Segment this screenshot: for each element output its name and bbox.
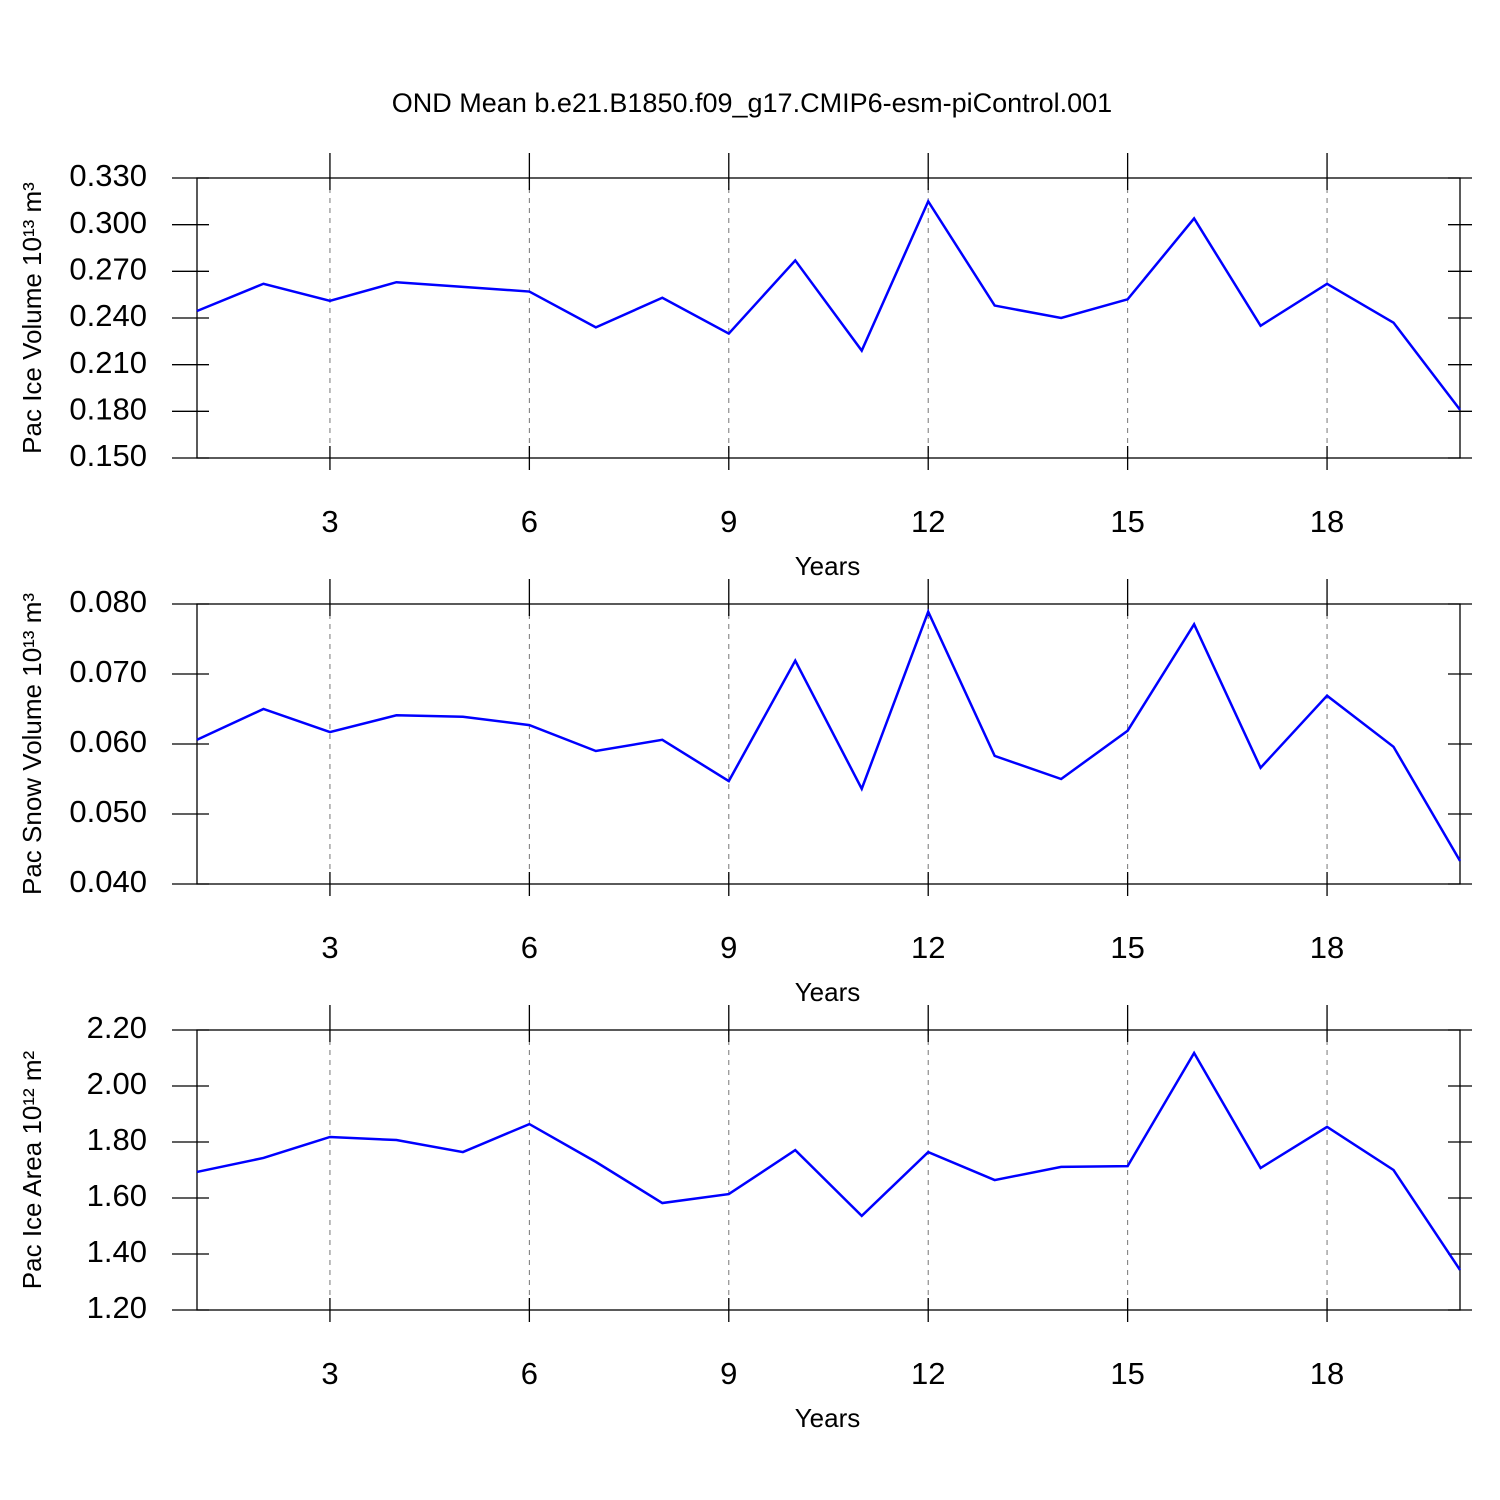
x-tick-label: 12: [911, 1356, 945, 1391]
y-tick-label: 1.80: [87, 1122, 147, 1157]
y-axis-label: Pac Ice Area 10¹² m²: [17, 1050, 47, 1289]
y-tick-label: 0.050: [69, 794, 147, 829]
x-tick-label: 6: [521, 1356, 538, 1391]
y-axis-label: Pac Snow Volume 10¹³ m³: [17, 593, 47, 895]
x-tick-label: 9: [720, 1356, 737, 1391]
y-tick-label: 2.20: [87, 1010, 147, 1045]
y-tick-label: 0.180: [69, 392, 147, 427]
x-tick-label: 15: [1110, 930, 1144, 965]
plot-frame: [196, 603, 1461, 885]
x-axis-label: Years: [795, 977, 861, 1007]
x-tick-label: 3: [321, 1356, 338, 1391]
x-tick-label: 6: [521, 504, 538, 539]
y-tick-label: 0.070: [69, 654, 147, 689]
y-tick-label: 1.20: [87, 1290, 147, 1325]
figure-title: OND Mean b.e21.B1850.f09_g17.CMIP6-esm-p…: [392, 88, 1112, 118]
x-tick-label: 15: [1110, 504, 1144, 539]
y-axis-label: Pac Ice Volume 10¹³ m³: [17, 182, 47, 454]
y-tick-label: 0.300: [69, 205, 147, 240]
y-tick-label: 0.240: [69, 298, 147, 333]
y-tick-label: 0.330: [69, 158, 147, 193]
y-tick-label: 0.210: [69, 345, 147, 380]
x-tick-label: 9: [720, 504, 737, 539]
x-tick-label: 3: [321, 504, 338, 539]
x-axis-label: Years: [795, 1403, 861, 1433]
x-tick-label: 18: [1310, 1356, 1344, 1391]
data-line: [196, 198, 1461, 411]
data-line: [196, 1050, 1462, 1271]
y-tick-label: 0.040: [69, 864, 147, 899]
plot-frame: [196, 1029, 1461, 1311]
y-tick-label: 0.080: [69, 584, 147, 619]
y-tick-label: 1.60: [87, 1178, 147, 1213]
plot-frame: [196, 177, 1461, 459]
data-line: [196, 608, 1462, 862]
x-axis-label: Years: [795, 551, 861, 581]
x-tick-label: 18: [1310, 504, 1344, 539]
x-tick-label: 15: [1110, 1356, 1144, 1391]
y-tick-label: 1.40: [87, 1234, 147, 1269]
x-tick-label: 9: [720, 930, 737, 965]
x-tick-label: 12: [911, 930, 945, 965]
y-tick-label: 2.00: [87, 1066, 147, 1101]
x-tick-label: 12: [911, 504, 945, 539]
y-tick-label: 0.270: [69, 252, 147, 287]
y-tick-label: 0.150: [69, 438, 147, 473]
x-tick-label: 6: [521, 930, 538, 965]
x-tick-label: 3: [321, 930, 338, 965]
x-tick-label: 18: [1310, 930, 1344, 965]
y-tick-label: 0.060: [69, 724, 147, 759]
